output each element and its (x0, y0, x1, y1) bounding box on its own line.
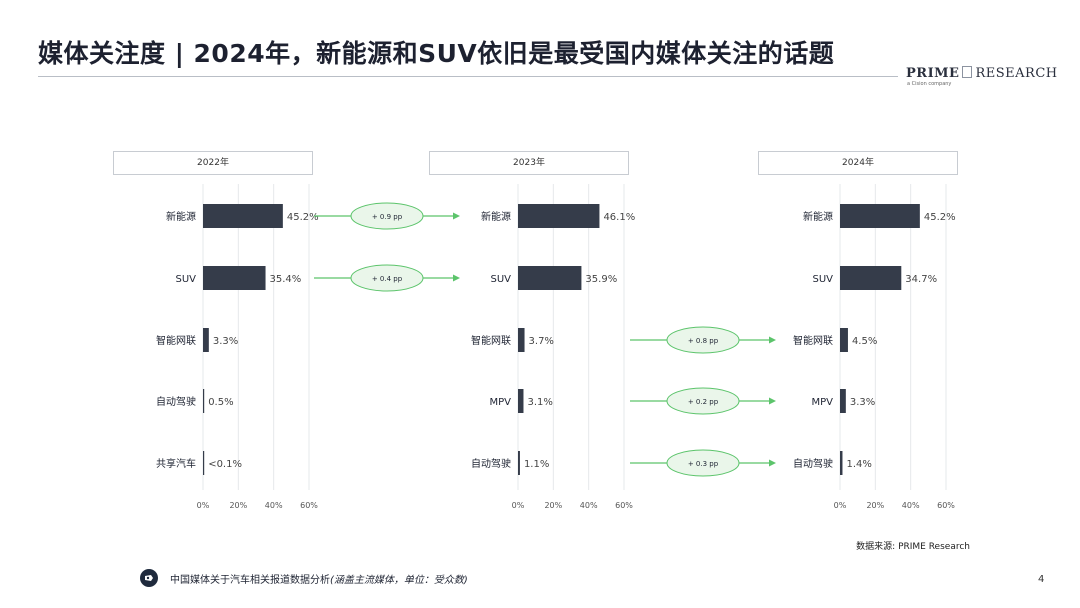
data-label: 3.7% (529, 336, 554, 347)
bar (840, 451, 843, 475)
category-label: 新能源 (481, 210, 511, 223)
change-label: + 0.8 pp (688, 337, 719, 345)
data-label: 0.5% (208, 397, 233, 408)
bar (518, 451, 520, 475)
category-label: 智能网联 (156, 334, 196, 347)
category-label: SUV (175, 274, 196, 285)
category-label: 共享汽车 (156, 457, 196, 470)
bar (203, 266, 266, 290)
category-label: MPV (812, 397, 834, 408)
bar (840, 328, 848, 352)
bar (840, 389, 846, 413)
logo-bold-text: PRIME (906, 66, 960, 81)
change-bubble (666, 387, 740, 415)
change-bubble (666, 326, 740, 354)
tick-label: 20% (229, 501, 247, 510)
tick-label: 20% (866, 501, 884, 510)
logo-text: RESEARCH (975, 66, 1058, 81)
footer-note-main: 中国媒体关于汽车相关报道数据分析 (170, 574, 330, 586)
tick-label: 60% (937, 501, 955, 510)
category-label: 自动驾驶 (471, 457, 511, 470)
category-label: 新能源 (166, 210, 196, 223)
change-bubble (350, 264, 424, 292)
tick-label: 60% (300, 501, 318, 510)
bar (840, 204, 920, 228)
data-label: 45.2% (924, 212, 956, 223)
bar (518, 389, 524, 413)
source-note: 数据来源: PRIME Research (856, 542, 970, 552)
bar (203, 389, 205, 413)
bar (518, 328, 525, 352)
change-arrow-head (769, 459, 776, 467)
data-label: 35.9% (585, 274, 617, 285)
footer-note: 中国媒体关于汽车相关报道数据分析(涵盖主流媒体，单位：受众数) (170, 571, 468, 586)
change-arrow-head (769, 336, 776, 344)
logo-subtitle: a Cision company (907, 81, 952, 87)
data-label: 1.4% (846, 459, 871, 470)
prime-research-logo: PRIME RESEARCH a Cision company (906, 66, 1058, 87)
page-title: 媒体关注度 | 2024年，新能源和SUV依旧是最受国内媒体关注的话题 (38, 39, 835, 68)
tick-label: 40% (902, 501, 920, 510)
change-arrow-head (453, 274, 460, 282)
data-label: 3.3% (850, 397, 875, 408)
data-label: 3.3% (213, 336, 238, 347)
footer: 中国媒体关于汽车相关报道数据分析(涵盖主流媒体，单位：受众数) (140, 569, 468, 587)
tick-label: 0% (512, 501, 525, 510)
page-number: 4 (1038, 574, 1045, 585)
year-box-2022: 2022年 (113, 151, 313, 175)
tick-label: 40% (265, 501, 283, 510)
bar (840, 266, 902, 290)
change-label: + 0.9 pp (372, 213, 403, 221)
bar (203, 328, 209, 352)
tick-label: 20% (544, 501, 562, 510)
data-label: 4.5% (852, 336, 877, 347)
tick-label: 0% (834, 501, 847, 510)
bar (203, 204, 283, 228)
bar (518, 266, 582, 290)
change-arrow-head (769, 397, 776, 405)
bar (518, 204, 600, 228)
change-arrow-head (453, 212, 460, 220)
footer-note-italic: (涵盖主流媒体，单位：受众数) (330, 574, 468, 586)
change-label: + 0.4 pp (372, 275, 403, 283)
tick-label: 40% (580, 501, 598, 510)
data-label: 3.1% (527, 397, 552, 408)
tick-label: 0% (197, 501, 210, 510)
change-bubble (350, 202, 424, 230)
year-box-2024: 2024年 (758, 151, 958, 175)
data-label: 35.4% (270, 274, 302, 285)
category-label: 新能源 (803, 210, 833, 223)
category-label: SUV (490, 274, 511, 285)
change-bubble (666, 449, 740, 477)
year-box-2023: 2023年 (429, 151, 629, 175)
newspaper-icon (140, 569, 158, 587)
change-label: + 0.3 pp (688, 460, 719, 468)
bar (203, 451, 205, 475)
data-label: 45.2% (287, 212, 319, 223)
category-label: MPV (490, 397, 512, 408)
data-label: 34.7% (905, 274, 937, 285)
title-divider (38, 76, 898, 77)
category-label: 智能网联 (471, 334, 511, 347)
category-label: 智能网联 (793, 334, 833, 347)
tick-label: 60% (615, 501, 633, 510)
category-label: 自动驾驶 (793, 457, 833, 470)
category-label: 自动驾驶 (156, 395, 196, 408)
logo-box-icon (962, 66, 973, 78)
data-label: 46.1% (603, 212, 635, 223)
change-label: + 0.2 pp (688, 398, 719, 406)
data-label: 1.1% (524, 459, 549, 470)
data-label: <0.1% (208, 459, 242, 470)
category-label: SUV (812, 274, 833, 285)
